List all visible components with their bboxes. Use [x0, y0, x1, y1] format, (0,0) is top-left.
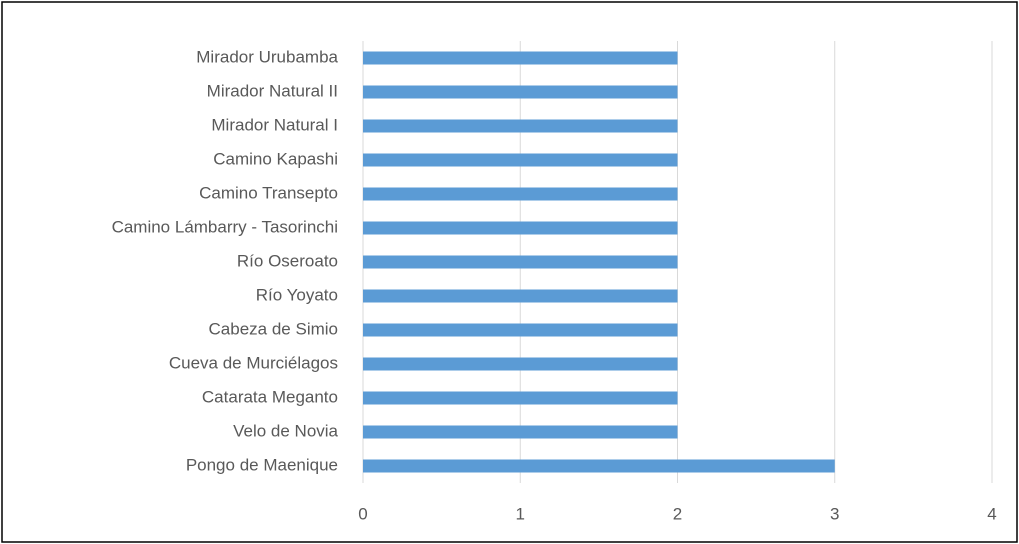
bar — [363, 51, 678, 65]
y-tick-label: Velo de Novia — [233, 421, 338, 440]
bar — [363, 85, 678, 99]
bar — [363, 459, 835, 473]
bar — [363, 153, 678, 167]
y-tick-label: Camino Lámbarry - Tasorinchi — [112, 217, 338, 236]
y-tick-label: Catarata Meganto — [202, 387, 338, 406]
y-tick-label: Camino Kapashi — [213, 149, 338, 168]
x-tick-label: 1 — [516, 504, 525, 523]
y-tick-label: Río Yoyato — [256, 285, 338, 304]
bar — [363, 187, 678, 201]
x-tick-label: 3 — [830, 504, 839, 523]
bar — [363, 391, 678, 405]
bar — [363, 221, 678, 235]
y-tick-label: Mirador Urubamba — [196, 47, 338, 66]
bar — [363, 323, 678, 337]
bar — [363, 289, 678, 303]
bar — [363, 425, 678, 439]
y-tick-label: Río Oseroato — [237, 251, 338, 270]
y-tick-label: Camino Transepto — [199, 183, 338, 202]
bar — [363, 255, 678, 269]
y-tick-label: Cueva de Murciélagos — [169, 353, 338, 372]
y-tick-label: Pongo de Maenique — [186, 455, 338, 474]
y-tick-label: Cabeza de Simio — [209, 319, 338, 338]
y-tick-label: Mirador Natural I — [211, 115, 338, 134]
y-tick-label: Mirador Natural II — [207, 81, 338, 100]
x-tick-label: 2 — [673, 504, 682, 523]
bar — [363, 357, 678, 371]
x-tick-label: 4 — [987, 504, 996, 523]
bar — [363, 119, 678, 133]
x-tick-label: 0 — [358, 504, 367, 523]
